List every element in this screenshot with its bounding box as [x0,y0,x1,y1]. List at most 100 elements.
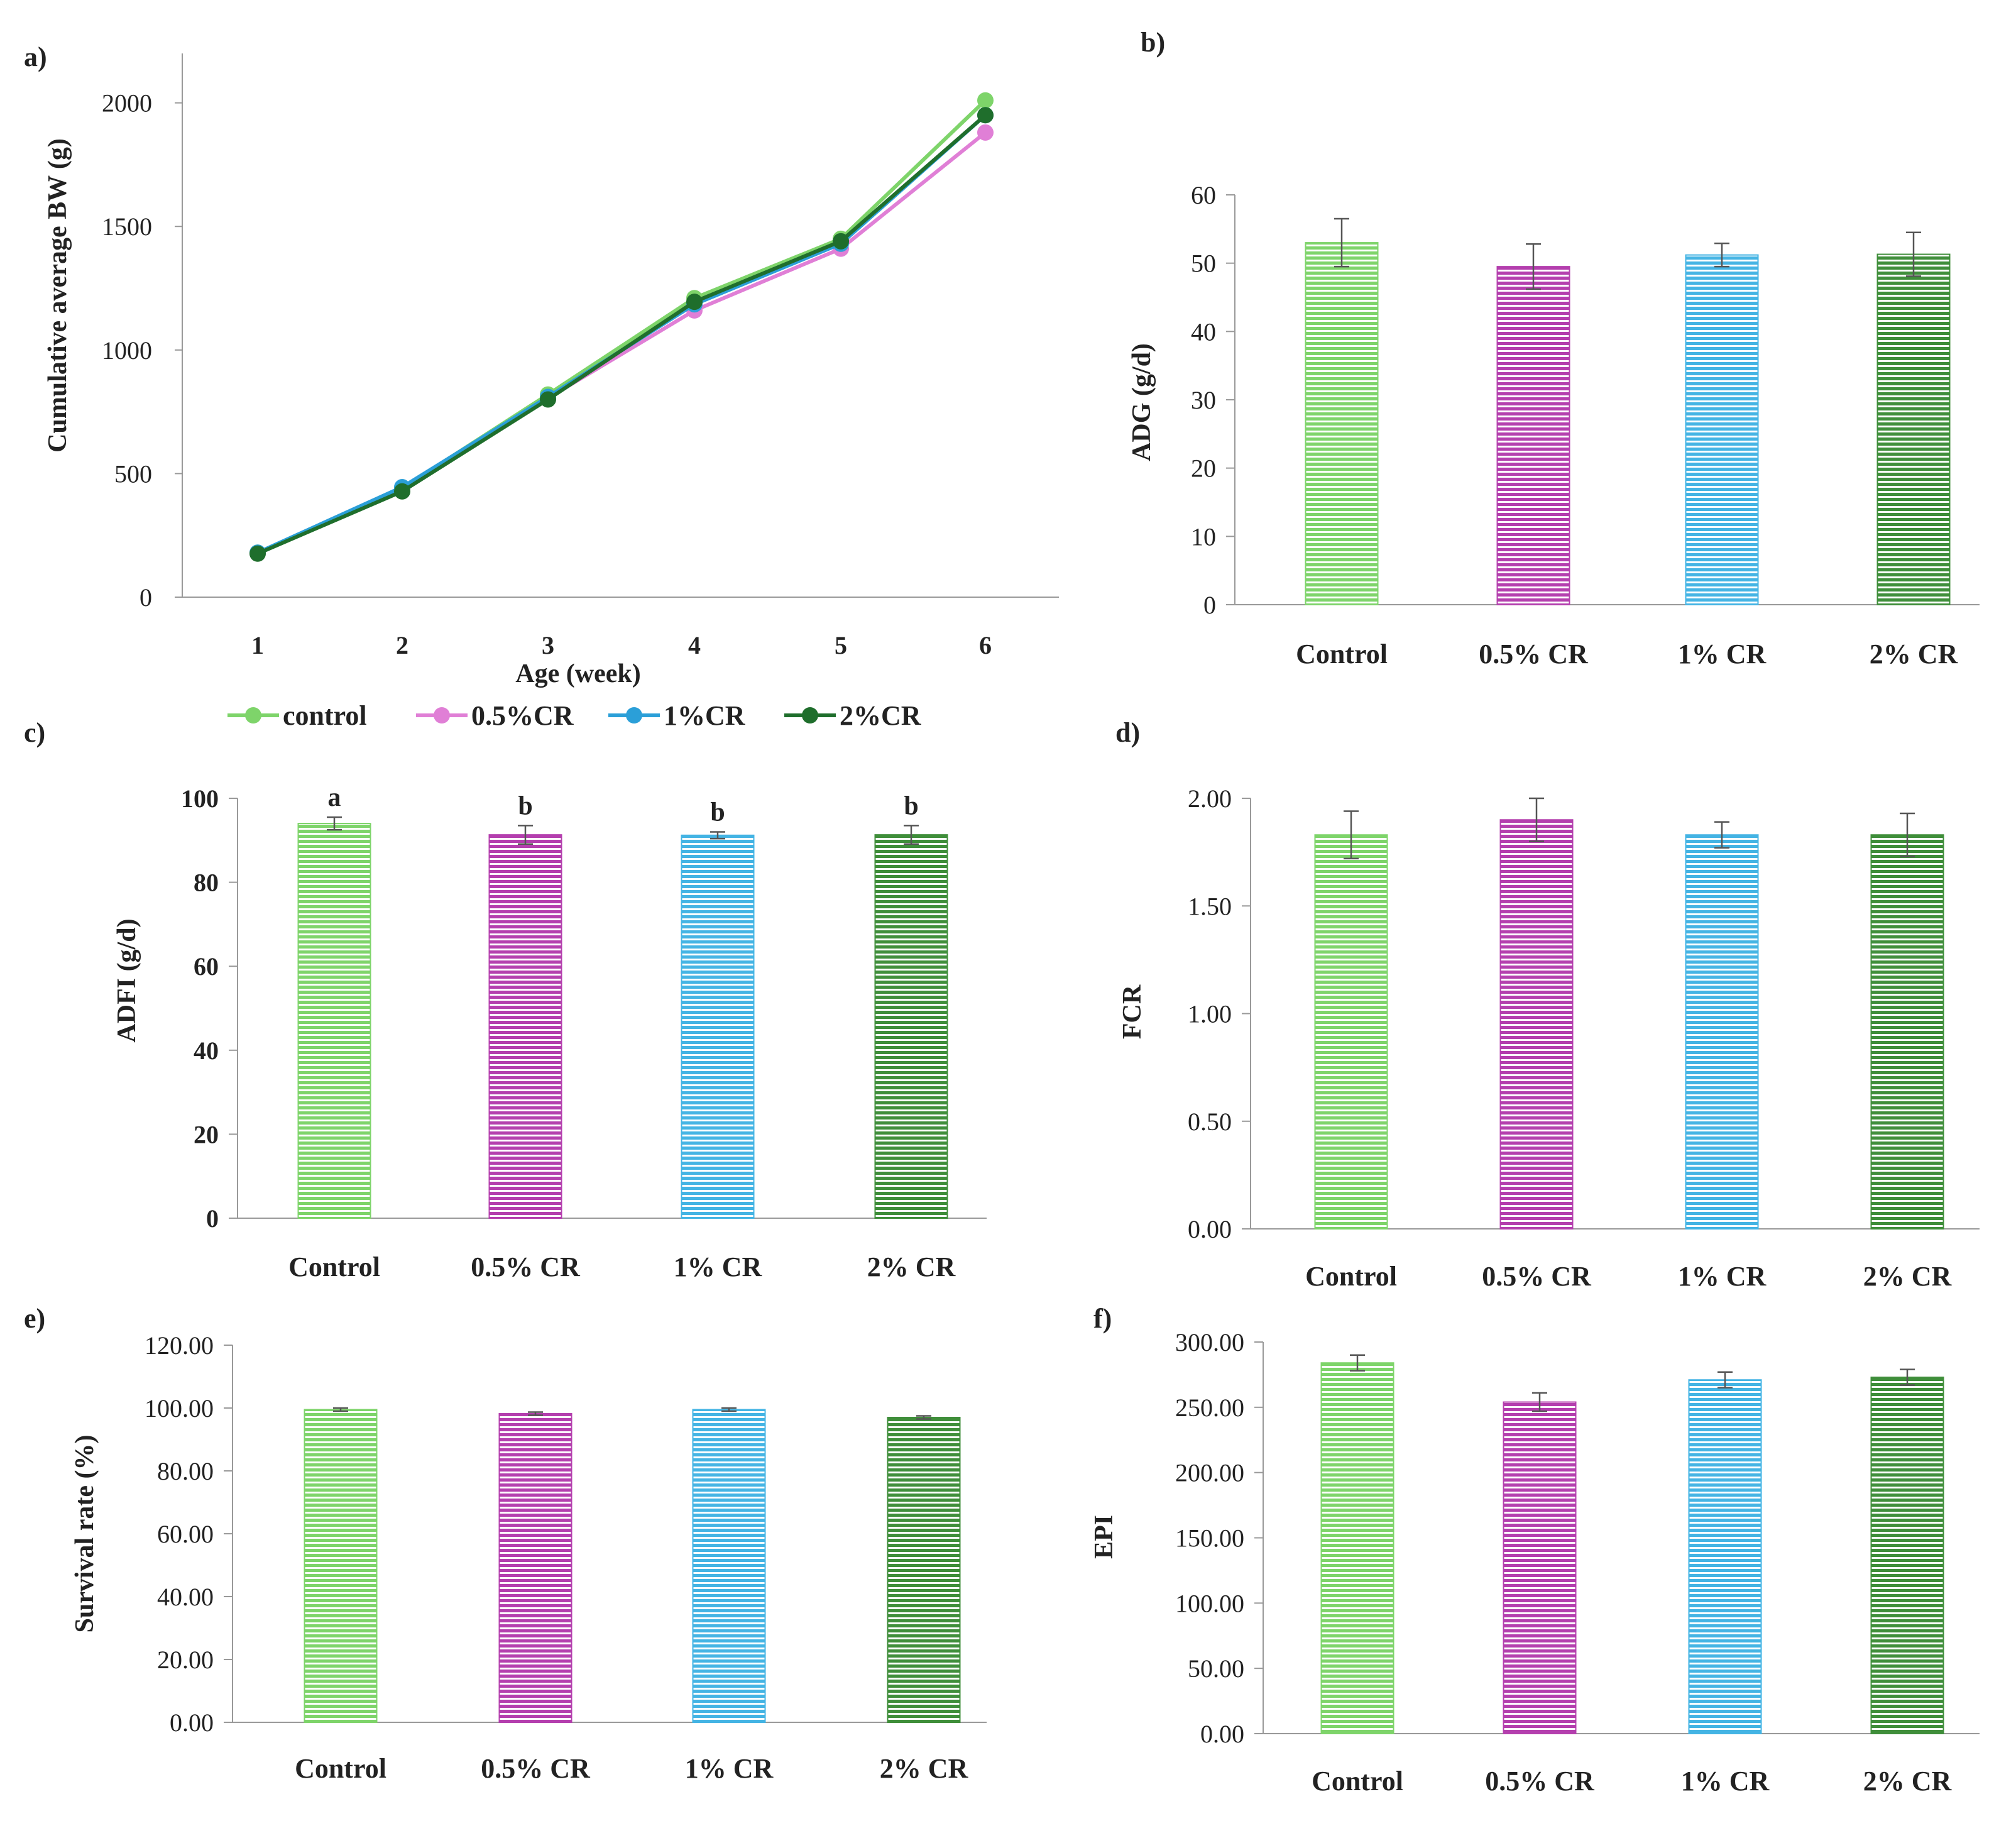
y-tick-label: 50 [1191,250,1216,278]
bar-3 [1870,1377,1944,1735]
legend-label: 2%CR [840,700,922,731]
category-label: 2% CR [1863,1261,1953,1292]
y-tick-label: 100.00 [1175,1589,1244,1617]
y-axis-title: Survival rate (%) [70,1435,99,1633]
category-label: 2% CR [1870,639,1959,669]
y-tick-label: 0 [140,583,152,612]
data-point-0.5%CR [977,124,994,141]
series-line-control [256,99,987,554]
legend-marker [802,707,818,723]
y-tick-label: 30 [1191,386,1216,414]
y-tick-label: 0 [206,1204,219,1233]
bar-2 [692,1409,766,1723]
bar-0 [1320,1362,1394,1734]
data-point-control [977,92,994,109]
bar-1 [1499,819,1574,1230]
category-label: 0.5% CR [481,1753,591,1784]
y-tick-label: 50.00 [1188,1654,1244,1683]
category-label: 0.5% CR [471,1252,581,1282]
category-label: 0.5% CR [1482,1261,1592,1292]
y-tick-label: 20 [1191,454,1216,483]
y-tick-label: 0.00 [1188,1215,1232,1243]
bar-3 [874,834,948,1219]
x-tick-label: 5 [835,631,847,659]
x-axis-title: Age (week) [515,659,640,688]
category-label: 2% CR [867,1252,956,1282]
category-label: 2% CR [1863,1766,1953,1796]
panel-label: e) [24,1303,45,1334]
y-tick-label: 80 [194,869,219,897]
category-label: 1% CR [1678,1261,1767,1292]
series-line-0.5%CR [256,131,987,555]
category-label: Control [1305,1261,1397,1292]
y-tick-label: 100.00 [145,1394,214,1422]
y-tick-label: 60 [1191,181,1216,209]
data-point-2%CR [540,391,556,408]
panel-label: a) [24,41,47,72]
legend-marker [626,707,642,723]
data-point-2%CR [977,107,994,124]
x-tick-label: 4 [688,631,701,659]
y-axis-title: Cumulative average BW (g) [43,138,72,453]
data-point-2%CR [249,545,266,562]
legend-marker [245,707,261,723]
x-tick-label: 2 [396,631,408,659]
y-tick-label: 0.00 [170,1708,214,1737]
bar-3 [1876,253,1951,606]
y-axis-title: ADFI (g/d) [112,918,141,1042]
panel-label: d) [1115,717,1140,748]
y-tick-label: 0.00 [1200,1720,1244,1748]
bar-1 [488,834,562,1219]
significance-letter: b [904,791,918,820]
chart-f: f) 0.00 50.00 100.00 150.00 200.00 250.00 300.0… [1090,1303,1980,1796]
y-tick-label: 150.00 [1175,1524,1244,1553]
category-label: 1% CR [674,1252,763,1282]
significance-letter: a [328,783,341,812]
y-tick-label: 2000 [102,89,152,118]
chart-a: a) 0 500 1000 1500 2000 1 2 3 4 5 6 Age (week) Cumula… [24,41,1059,731]
bar-1 [1496,266,1570,606]
category-label: 1% CR [685,1753,774,1784]
bar-0 [1305,242,1379,606]
y-axis-title: FCR [1118,984,1147,1039]
data-point-2%CR [394,483,410,500]
category-label: 0.5% CR [1485,1766,1595,1796]
category-label: Control [1312,1766,1403,1796]
significance-letter: b [710,798,725,827]
y-tick-label: 20 [194,1120,219,1148]
y-tick-label: 200.00 [1175,1459,1244,1487]
legend-label: 0.5%CR [471,700,574,731]
category-label: Control [1296,639,1388,669]
legend-marker [434,707,450,723]
x-tick-label: 1 [251,631,264,659]
bar-0 [1314,834,1388,1230]
y-tick-label: 40 [1191,317,1216,346]
x-tick-label: 6 [979,631,992,659]
category-label: Control [288,1252,380,1282]
y-tick-label: 20.00 [157,1646,214,1674]
panel-label: c) [24,717,45,748]
y-tick-label: 0 [1203,591,1216,619]
bar-0 [304,1409,378,1723]
y-tick-label: 40.00 [157,1583,214,1611]
bar-2 [1685,834,1759,1230]
y-tick-label: 10 [1191,522,1216,551]
bar-1 [498,1413,572,1723]
bar-1 [1503,1401,1577,1734]
y-tick-label: 40 [194,1037,219,1065]
category-label: 0.5% CR [1479,639,1589,669]
significance-letter: b [518,791,532,820]
bar-3 [887,1417,961,1723]
panel-label: b) [1141,27,1165,58]
bar-2 [1685,254,1759,606]
series-line-2%CR [256,114,987,556]
y-axis-title: ADG (g/d) [1127,343,1156,461]
y-tick-label: 60.00 [157,1520,214,1548]
y-tick-label: 300.00 [1175,1328,1244,1356]
y-tick-label: 500 [114,459,152,488]
category-label: 1% CR [1681,1766,1770,1796]
bar-0 [297,823,371,1219]
panel-label: f) [1093,1303,1112,1334]
y-tick-label: 80.00 [157,1457,214,1485]
